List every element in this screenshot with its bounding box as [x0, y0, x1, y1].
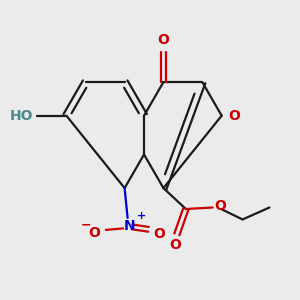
Text: O: O — [158, 33, 169, 47]
Text: −: − — [80, 219, 91, 232]
Text: O: O — [214, 199, 226, 213]
Text: O: O — [153, 227, 165, 242]
Text: O: O — [169, 238, 181, 252]
Text: O: O — [228, 109, 240, 123]
Text: N: N — [123, 220, 135, 233]
Text: +: + — [137, 212, 146, 221]
Text: O: O — [88, 226, 100, 241]
Text: HO: HO — [9, 109, 33, 123]
